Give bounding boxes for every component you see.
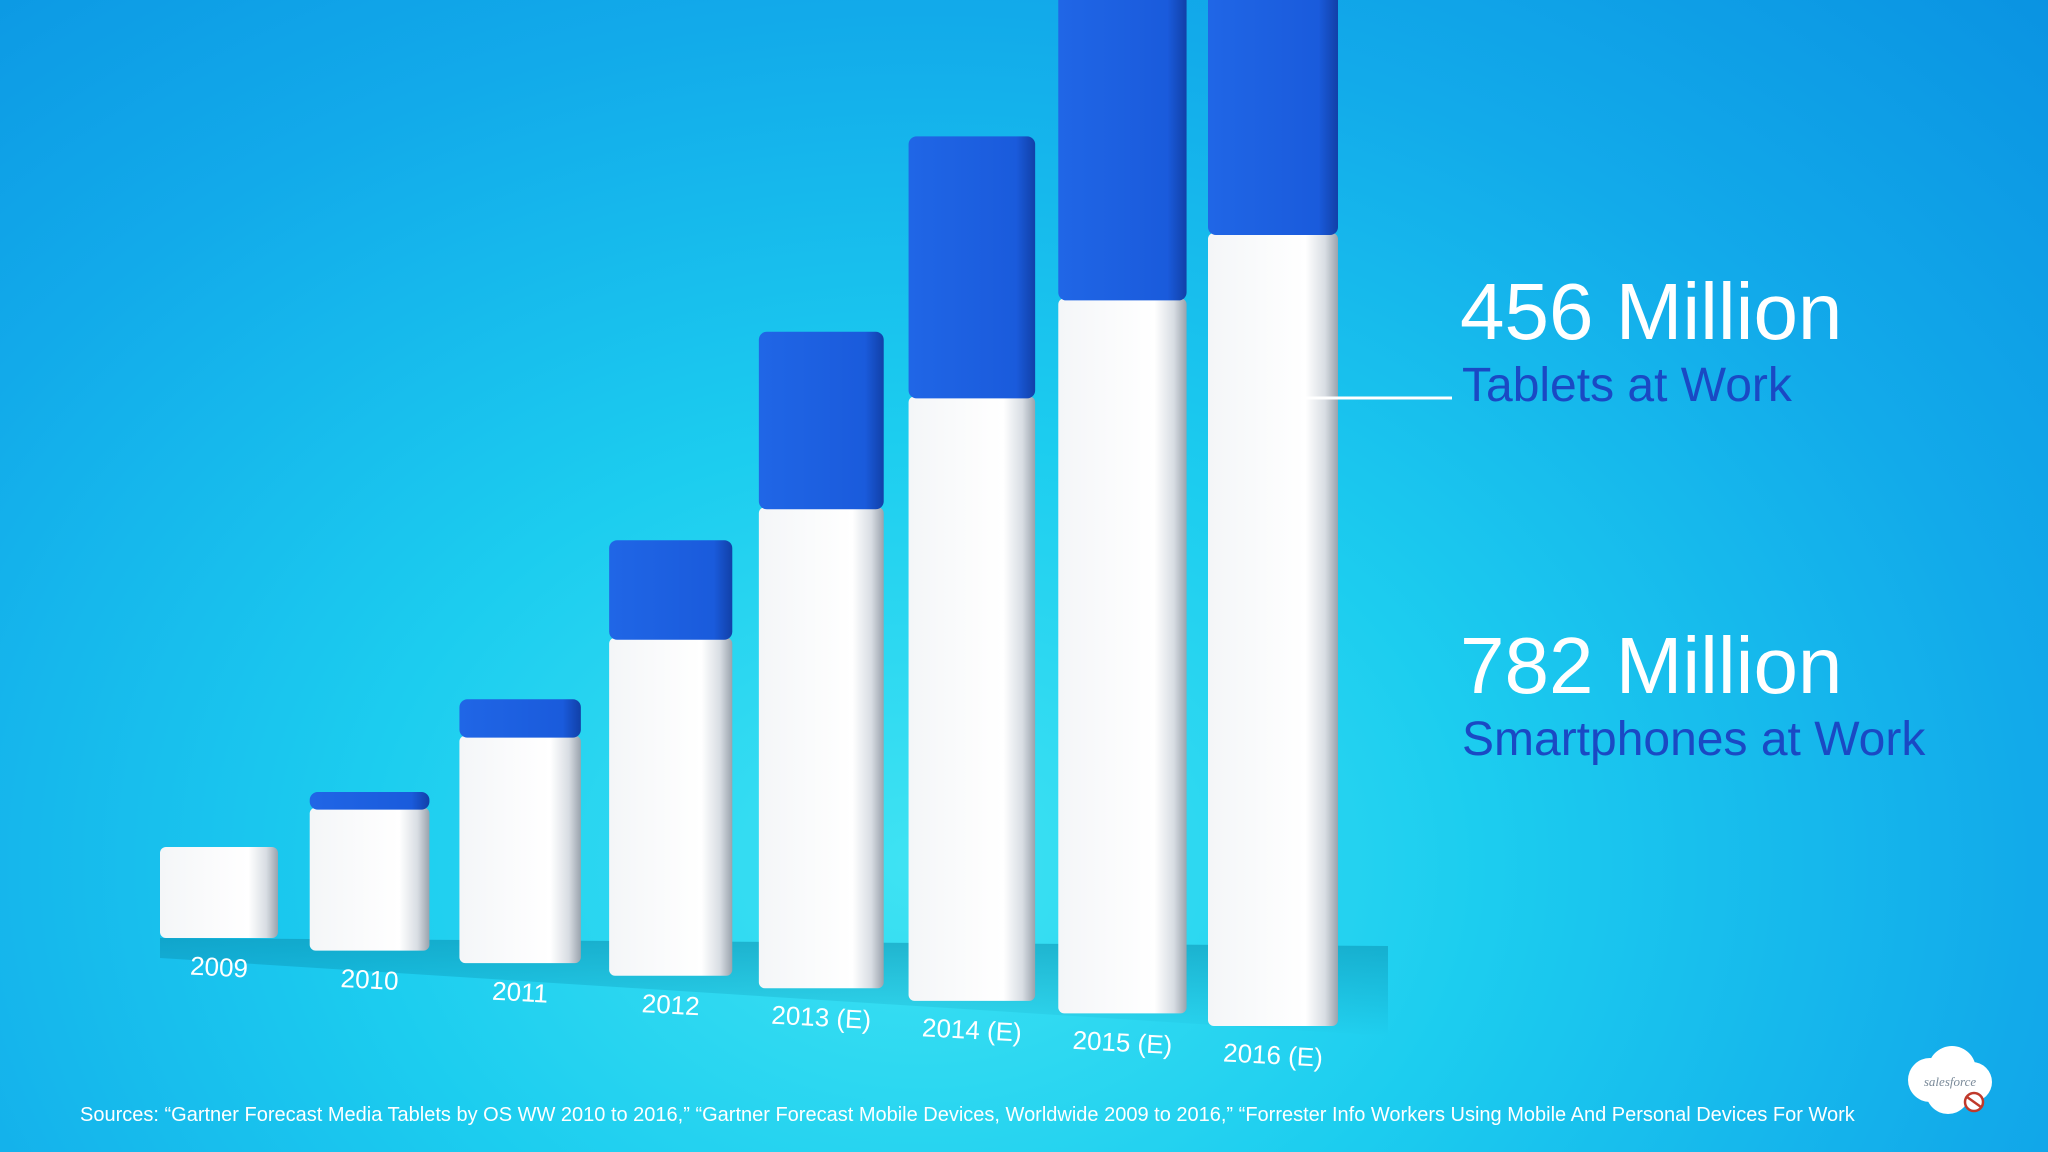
category-label: 2013 (E) bbox=[771, 1000, 872, 1035]
category-label: 2015 (E) bbox=[1072, 1025, 1173, 1060]
logo-text: salesforce bbox=[1924, 1074, 1976, 1089]
category-label: 2016 (E) bbox=[1222, 1037, 1323, 1072]
category-label: 2011 bbox=[491, 976, 548, 1009]
bar-smartphones-2015e bbox=[1058, 298, 1187, 1014]
salesforce-cloud-logo: salesforce bbox=[1908, 1046, 1992, 1114]
bar-tablets-2012 bbox=[609, 540, 733, 640]
bar-smartphones-2011 bbox=[459, 735, 581, 964]
smartphones-callout-value: 782 Million bbox=[1460, 621, 1843, 710]
category-label: 2014 (E) bbox=[921, 1012, 1022, 1047]
callout-lines-group bbox=[1303, 396, 1452, 400]
bar-tablets-2013e bbox=[758, 331, 884, 510]
smartphones-callout-label: Smartphones at Work bbox=[1462, 713, 1926, 766]
bar-smartphones-2016e bbox=[1208, 233, 1338, 1026]
bar-tablets-2014e bbox=[908, 136, 1036, 399]
category-labels-group: 2009 2010 2011 2012 2013 (E) 2014 (E) 2015 (E)… bbox=[189, 951, 1323, 1073]
bar-smartphones-2010 bbox=[309, 807, 430, 951]
tablets-callout-value: 456 Million bbox=[1460, 267, 1843, 356]
bar-tablets-2011 bbox=[459, 699, 581, 738]
bars-group bbox=[160, 0, 1338, 1026]
bar-smartphones-2009 bbox=[160, 847, 278, 938]
bar-tablets-2010 bbox=[309, 791, 430, 810]
bar-tablets-2016e bbox=[1208, 0, 1338, 235]
bar-smartphones-2013e bbox=[758, 507, 884, 989]
sources-footnote: Sources: “Gartner Forecast Media Tablets… bbox=[80, 1104, 1855, 1126]
category-label: 2009 bbox=[189, 951, 248, 984]
category-label: 2010 bbox=[340, 963, 399, 996]
tablets-callout-label: Tablets at Work bbox=[1462, 359, 1792, 412]
bar-tablets-2015e bbox=[1058, 0, 1187, 301]
bar-smartphones-2014e bbox=[908, 396, 1036, 1001]
category-label: 2012 bbox=[641, 988, 700, 1021]
bar-smartphones-2012 bbox=[609, 637, 733, 976]
